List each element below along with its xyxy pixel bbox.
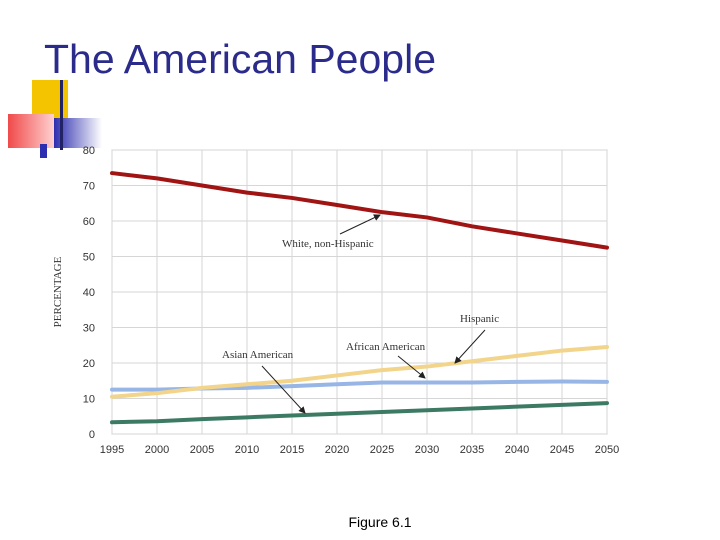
x-tick-label: 2045 [550, 444, 574, 456]
deco-red-square [8, 114, 54, 148]
x-tick-label: 2035 [460, 444, 484, 456]
y-tick-label: 30 [83, 323, 95, 335]
deco-blue-tick [40, 144, 47, 158]
series-line-0 [110, 171, 609, 250]
title-decoration [8, 80, 108, 160]
y-tick-label: 40 [83, 287, 95, 299]
annotation-label: White, non-Hispanic [282, 238, 374, 250]
y-tick-label: 0 [89, 429, 95, 441]
y-tick-label: 20 [83, 358, 95, 370]
deco-vertical-line [60, 80, 63, 150]
series-lines [110, 171, 609, 425]
annotation-arrow [339, 214, 381, 235]
slide-title: The American People [44, 36, 437, 82]
x-tick-label: 2040 [505, 444, 529, 456]
x-tick-label: 2050 [595, 444, 619, 456]
y-tick-label: 60 [83, 216, 95, 228]
annotation-arrow [261, 365, 306, 414]
x-tick-label: 2020 [325, 444, 349, 456]
y-axis-label: PERCENTAGE [52, 256, 64, 327]
x-tick-label: 1995 [100, 444, 124, 456]
y-tick-label: 70 [83, 181, 95, 193]
series-line-3 [110, 401, 609, 425]
x-tick-label: 2000 [145, 444, 169, 456]
x-axis: 1995 2000 2005 2010 2015 2020 2025 2030 2035 2040… [100, 444, 619, 456]
series-line-1 [110, 345, 609, 399]
chart-grid [111, 149, 608, 435]
y-tick-label: 10 [83, 394, 95, 406]
annotation-label: Asian American [222, 349, 294, 361]
figure-caption: Figure 6.1 [348, 514, 412, 530]
annotation-label: Hispanic [460, 313, 499, 325]
x-tick-label: 2005 [190, 444, 214, 456]
x-tick-label: 2030 [415, 444, 439, 456]
x-tick-label: 2010 [235, 444, 259, 456]
y-tick-label: 50 [83, 252, 95, 264]
y-tick-label: 80 [83, 145, 95, 157]
annotation-arrow [397, 355, 426, 379]
annotations: White, non-Hispanic Hispanic African Ameri… [222, 214, 499, 414]
x-tick-label: 2025 [370, 444, 394, 456]
x-tick-label: 2015 [280, 444, 304, 456]
annotation-label: African American [346, 341, 426, 353]
y-axis: 0 10 20 30 40 50 60 70 80 [83, 145, 95, 441]
annotation-arrow [454, 329, 486, 364]
